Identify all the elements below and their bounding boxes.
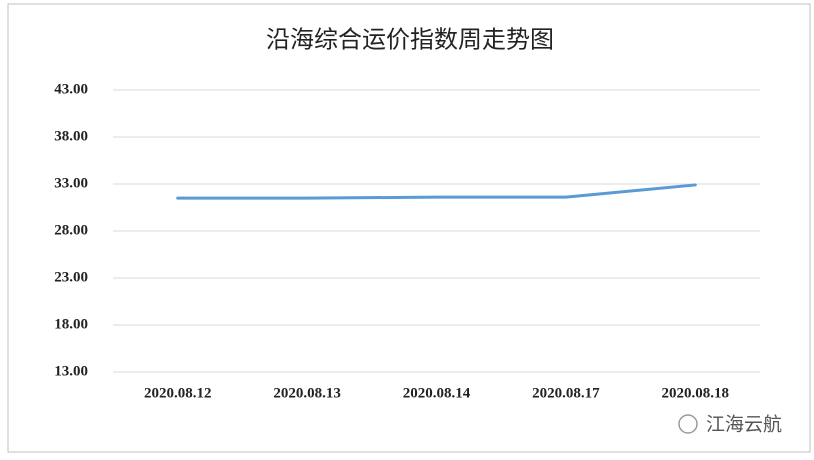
x-tick-label: 2020.08.13 (273, 385, 341, 401)
watermark-group: 江海云航 (678, 414, 782, 436)
x-tick-label: 2020.08.17 (532, 385, 600, 401)
chart-title: 沿海综合运价指数周走势图 (266, 27, 554, 54)
y-tick-label: 23.00 (54, 269, 88, 285)
y-tick-label: 43.00 (54, 81, 88, 97)
y-tick-label: 28.00 (54, 222, 88, 238)
y-tick-label: 38.00 (54, 128, 88, 144)
watermark-icon (678, 414, 698, 434)
chart-border (7, 3, 811, 453)
x-tick-label: 2020.08.12 (144, 385, 212, 401)
y-tick-label: 18.00 (54, 316, 88, 332)
line-series (176, 183, 697, 200)
watermark: 江海云航 (706, 414, 782, 436)
y-tick-label: 33.00 (54, 175, 88, 191)
y-tick-label: 13.00 (54, 363, 88, 379)
x-tick-label: 2020.08.14 (403, 385, 471, 401)
x-tick-label: 2020.08.18 (662, 385, 730, 401)
